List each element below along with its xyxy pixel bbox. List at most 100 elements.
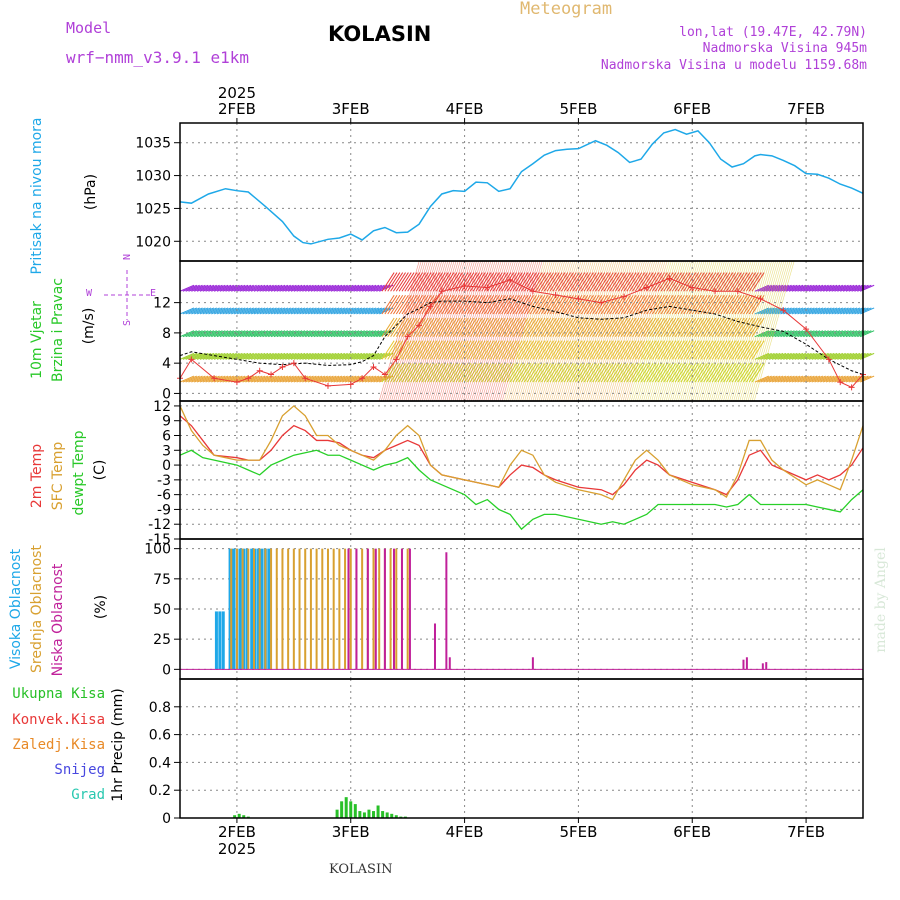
ytick-label-2-8: -12 <box>148 517 171 533</box>
high-cloud-bar <box>260 548 264 670</box>
wind-hatch-line <box>602 260 643 402</box>
wind-barb <box>634 295 648 315</box>
wind-barb <box>307 352 323 360</box>
wind-hatch-line <box>528 260 570 402</box>
wind-gust-point <box>256 367 263 374</box>
wind-barb <box>370 284 385 292</box>
wind-barb <box>467 317 480 337</box>
wind-hatch-line <box>426 260 467 402</box>
wind-barb <box>817 375 832 383</box>
wind-barb <box>757 307 772 315</box>
wind-barb <box>319 307 334 315</box>
wind-barb <box>253 375 269 383</box>
wind-hatch-line <box>407 260 449 402</box>
elevation-model-label: Nadmorska Visina u modelu 1159.68m <box>600 58 867 73</box>
wind-barb <box>697 363 711 383</box>
wind-barb <box>780 284 795 292</box>
wind-barb <box>600 272 614 292</box>
wind-barb <box>205 284 220 292</box>
wind-barb <box>811 307 826 315</box>
wind-barb <box>743 295 756 315</box>
wind-barb <box>803 307 818 315</box>
ytick-label-2-0: 12 <box>153 399 171 415</box>
ytick-label-4-1: 0.6 <box>149 728 171 744</box>
wind-barb <box>427 317 441 337</box>
wind-barb <box>233 307 249 315</box>
wind-barb <box>674 363 688 383</box>
wind-barb <box>256 307 272 315</box>
wind-barb <box>845 307 861 315</box>
wind-barb <box>268 352 283 360</box>
wind-barb <box>282 284 297 292</box>
wind-hatch-line <box>395 260 436 402</box>
wind-barb <box>279 330 294 338</box>
wind-gust-point <box>370 363 377 370</box>
wind-barb <box>367 352 383 360</box>
wind-barb <box>586 272 600 292</box>
wind-hatch-line <box>665 260 707 402</box>
wind-barb <box>697 340 711 360</box>
wind-barb <box>256 352 272 360</box>
wind-barb <box>427 363 441 383</box>
ytick-label-3-0: 100 <box>144 542 171 558</box>
wind-barb <box>714 295 728 315</box>
wind-barb <box>580 340 594 360</box>
high-cloud-bar <box>238 548 242 670</box>
wind-barb <box>305 307 320 315</box>
wind-barb <box>797 352 812 360</box>
wind-hatch-line <box>632 260 674 402</box>
wind-hatch-line <box>608 260 649 402</box>
wind-barb <box>523 317 537 337</box>
wind-barb <box>265 352 280 360</box>
wind-barb <box>825 330 841 338</box>
wind-barb <box>273 375 289 383</box>
wind-barb <box>646 340 660 360</box>
wind-barb <box>857 307 872 315</box>
wind-barb <box>256 284 272 292</box>
wind-hatch-line <box>542 260 584 402</box>
wind-hatch-line <box>725 260 766 402</box>
wind-barb <box>597 295 611 315</box>
wind-barb <box>791 307 807 315</box>
wind-barb <box>708 295 722 315</box>
wind-barb <box>794 375 809 383</box>
wind-hatch-line <box>553 260 594 402</box>
wind-barb <box>854 307 869 315</box>
xtick-label-top-0: 2FEB <box>218 100 256 118</box>
wind-barb <box>381 363 395 383</box>
wind-barb <box>191 330 206 338</box>
wind-barb <box>842 307 858 315</box>
ytick-label-0-1: 1030 <box>135 169 171 185</box>
wind-hatch-line <box>624 260 666 402</box>
wind-barb <box>677 295 691 315</box>
wind-barb <box>694 295 708 315</box>
wind-hatch-line <box>565 260 606 402</box>
wind-barb <box>614 272 628 292</box>
wind-barb <box>322 330 337 338</box>
wind-barb <box>563 272 577 292</box>
ytick-label-0-0: 1035 <box>135 136 171 152</box>
wind-hatch-line <box>575 260 617 402</box>
wind-barb <box>680 295 694 315</box>
wind-barb <box>666 272 680 292</box>
wind-hatch-line <box>741 260 783 402</box>
wind-barb <box>231 352 246 360</box>
wind-barb <box>552 340 566 360</box>
mid-cloud-bar <box>406 548 409 670</box>
wind-barb <box>794 307 809 315</box>
wind-barb <box>447 272 461 292</box>
wind-barb <box>250 352 266 360</box>
wind-barb <box>205 307 220 315</box>
wind-barb <box>486 340 500 360</box>
wind-barb <box>785 352 801 360</box>
wind-barb <box>817 307 832 315</box>
wind-hatch-line <box>491 260 533 402</box>
wind-barb <box>811 352 826 360</box>
wind-barb <box>188 352 203 360</box>
wind-barb <box>188 330 203 338</box>
wind-hatch-line <box>438 260 479 402</box>
wind-barb <box>342 330 357 338</box>
wind-barb <box>216 284 232 292</box>
wind-barb <box>831 307 846 315</box>
wind-barb <box>188 307 203 315</box>
